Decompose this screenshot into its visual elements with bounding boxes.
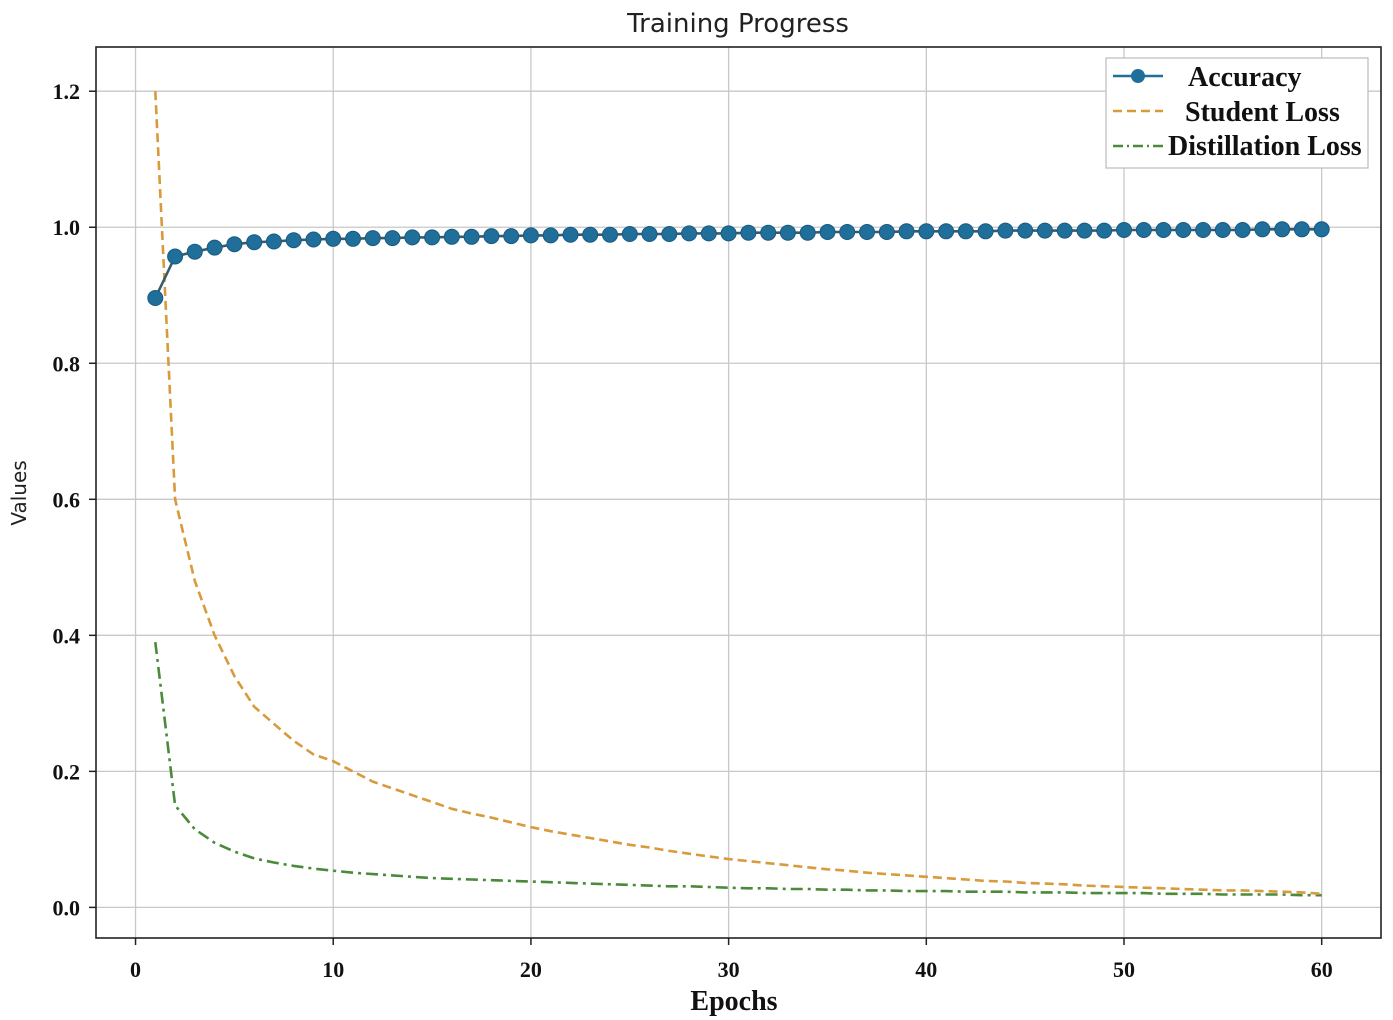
accuracy-point-41 xyxy=(938,223,955,240)
accuracy-point-2 xyxy=(167,248,184,265)
x-tick-label-40: 40 xyxy=(915,957,937,982)
accuracy-point-33 xyxy=(779,224,796,241)
y-tick-label-2: 0.4 xyxy=(53,623,81,648)
legend-marker-accuracy xyxy=(1131,69,1145,83)
accuracy-point-58 xyxy=(1274,221,1291,238)
accuracy-point-12 xyxy=(364,230,381,247)
legend-label-student-loss: Student Loss xyxy=(1185,97,1340,128)
accuracy-point-29 xyxy=(700,225,717,242)
accuracy-point-13 xyxy=(384,230,401,247)
series-layer xyxy=(147,91,1330,897)
plot-frame xyxy=(95,46,1382,939)
accuracy-point-57 xyxy=(1254,221,1271,238)
accuracy-point-31 xyxy=(740,224,757,241)
accuracy-point-28 xyxy=(681,225,698,242)
accuracy-point-7 xyxy=(265,233,282,250)
legend-label-distillation-loss: Distillation Loss xyxy=(1168,131,1362,162)
accuracy-point-4 xyxy=(206,239,223,256)
accuracy-point-50 xyxy=(1116,222,1132,238)
accuracy-point-20 xyxy=(522,227,539,244)
accuracy-point-5 xyxy=(226,236,243,253)
x-tick-label-10: 10 xyxy=(322,957,344,982)
accuracy-point-35 xyxy=(819,224,836,240)
accuracy-point-3 xyxy=(186,243,203,260)
y-axis-ticks: 0.0 0.2 0.4 0.6 0.8 1.0 1.2 xyxy=(53,79,96,920)
y-tick-label-3: 0.6 xyxy=(53,487,81,512)
accuracy-point-53 xyxy=(1175,222,1192,238)
accuracy-point-6 xyxy=(246,234,263,251)
x-axis-label: Epochs xyxy=(690,986,777,1017)
x-tick-label-60: 60 xyxy=(1311,957,1333,982)
accuracy-point-10 xyxy=(325,230,342,247)
accuracy-point-54 xyxy=(1195,222,1212,238)
x-tick-label-30: 30 xyxy=(718,957,740,982)
x-axis-ticks: 0 10 20 30 40 50 60 xyxy=(130,938,1333,982)
accuracy-point-14 xyxy=(404,229,421,246)
accuracy-point-11 xyxy=(345,230,361,247)
accuracy-point-60 xyxy=(1313,221,1330,238)
x-tick-label-20: 20 xyxy=(520,957,542,982)
y-tick-label-4: 0.8 xyxy=(53,351,81,376)
accuracy-point-17 xyxy=(463,228,480,245)
accuracy-point-37 xyxy=(859,224,875,240)
accuracy-point-49 xyxy=(1096,222,1113,239)
accuracy-point-45 xyxy=(1017,222,1034,239)
accuracy-point-44 xyxy=(997,222,1014,239)
accuracy-point-26 xyxy=(641,226,658,242)
accuracy-point-51 xyxy=(1135,222,1152,238)
x-tick-label-50: 50 xyxy=(1113,957,1135,982)
accuracy-point-9 xyxy=(305,231,322,248)
accuracy-point-15 xyxy=(424,229,441,246)
grid xyxy=(96,47,1381,938)
chart-title: Training Progress xyxy=(626,9,849,39)
accuracy-point-34 xyxy=(799,224,816,241)
accuracy-point-25 xyxy=(621,226,638,242)
accuracy-point-18 xyxy=(483,228,500,245)
y-tick-label-1: 0.2 xyxy=(53,759,81,784)
accuracy-point-22 xyxy=(562,226,579,243)
accuracy-point-46 xyxy=(1036,222,1053,239)
accuracy-point-16 xyxy=(443,228,460,245)
legend-label-accuracy: Accuracy xyxy=(1188,62,1302,93)
accuracy-point-39 xyxy=(898,223,915,240)
y-tick-label-5: 1.0 xyxy=(53,215,81,240)
accuracy-point-21 xyxy=(542,227,559,244)
accuracy-point-36 xyxy=(839,224,856,240)
accuracy-point-32 xyxy=(760,224,777,241)
y-tick-label-0: 0.0 xyxy=(53,895,81,920)
accuracy-point-43 xyxy=(977,223,994,240)
accuracy-point-38 xyxy=(878,224,895,240)
accuracy-point-24 xyxy=(602,226,618,243)
accuracy-point-1 xyxy=(147,290,164,306)
accuracy-point-19 xyxy=(503,228,520,245)
y-axis-label: Values xyxy=(7,460,31,525)
accuracy-point-47 xyxy=(1056,222,1073,239)
x-tick-label-0: 0 xyxy=(130,957,141,982)
accuracy-point-48 xyxy=(1076,222,1093,239)
accuracy-point-23 xyxy=(582,226,599,243)
accuracy-point-30 xyxy=(720,225,737,242)
accuracy-point-27 xyxy=(661,226,678,242)
accuracy-point-55 xyxy=(1214,222,1231,238)
accuracy-point-40 xyxy=(918,223,935,240)
series-line-student-loss xyxy=(154,91,1322,896)
series-line-distillation-loss xyxy=(154,641,1322,897)
accuracy-point-59 xyxy=(1293,221,1310,238)
accuracy-point-52 xyxy=(1155,222,1172,238)
accuracy-point-42 xyxy=(957,223,974,240)
accuracy-point-8 xyxy=(285,232,302,249)
accuracy-point-56 xyxy=(1234,222,1251,238)
y-tick-label-6: 1.2 xyxy=(53,79,81,104)
legend: Accuracy Student Loss Distillation Loss xyxy=(1105,57,1369,169)
